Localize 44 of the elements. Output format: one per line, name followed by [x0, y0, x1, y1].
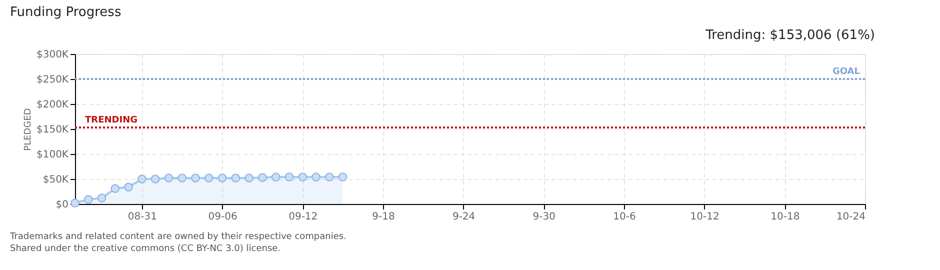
- x-tick-label: 10-6: [613, 212, 636, 222]
- y-tick-label: $50K: [42, 174, 69, 186]
- chart-title: Funding Progress: [10, 5, 122, 20]
- x-tick-label: 9-24: [452, 212, 476, 222]
- x-tick-label: 08-31: [128, 212, 157, 222]
- x-tick-label: 9-30: [532, 212, 556, 222]
- point: [178, 174, 186, 182]
- point: [110, 184, 120, 193]
- text: Trademarks and related content are owned by their respective companies.: [9, 232, 346, 242]
- point: [325, 172, 334, 182]
- x-tick-label: 10-18: [770, 212, 800, 222]
- y-tick-label: $300K: [36, 50, 69, 60]
- point: [138, 174, 146, 184]
- point: [284, 172, 294, 182]
- ref-line-label: TRENDING: [85, 115, 138, 126]
- point: [244, 174, 254, 182]
- x-tick-label: 10-24: [836, 212, 866, 222]
- x-tick-label: 09-12: [288, 212, 318, 222]
- y-tick-label: $100K: [36, 150, 69, 160]
- point: [258, 173, 267, 182]
- y-tick-label: $150K: [36, 124, 69, 136]
- x-tick-label: 09-06: [208, 212, 238, 222]
- x-tick-label: 9-18: [372, 212, 395, 222]
- point: [312, 172, 320, 182]
- point: [218, 174, 227, 182]
- point: [338, 172, 348, 182]
- point: [204, 174, 214, 182]
- x-tick-label: 10-12: [690, 212, 720, 222]
- point: [150, 174, 160, 184]
- point: [164, 174, 174, 182]
- point: [191, 174, 200, 182]
- chart-subtitle: Trending: $153,006 (61%): [704, 28, 875, 43]
- y-axis-title: PLEDGED: [23, 108, 34, 151]
- point: [271, 172, 280, 182]
- point: [231, 174, 240, 182]
- point: [298, 172, 307, 182]
- point: [124, 182, 133, 192]
- point: [84, 195, 93, 204]
- y-tick-label: $0: [56, 200, 68, 210]
- text: Shared under the creative commons (CC BY-NC 3.0) license.: [10, 244, 281, 254]
- point: [97, 194, 106, 202]
- y-tick-label: $200K: [36, 100, 69, 110]
- y-tick-label: $250K: [36, 74, 69, 86]
- ref-line-label: GOAL: [832, 67, 860, 77]
